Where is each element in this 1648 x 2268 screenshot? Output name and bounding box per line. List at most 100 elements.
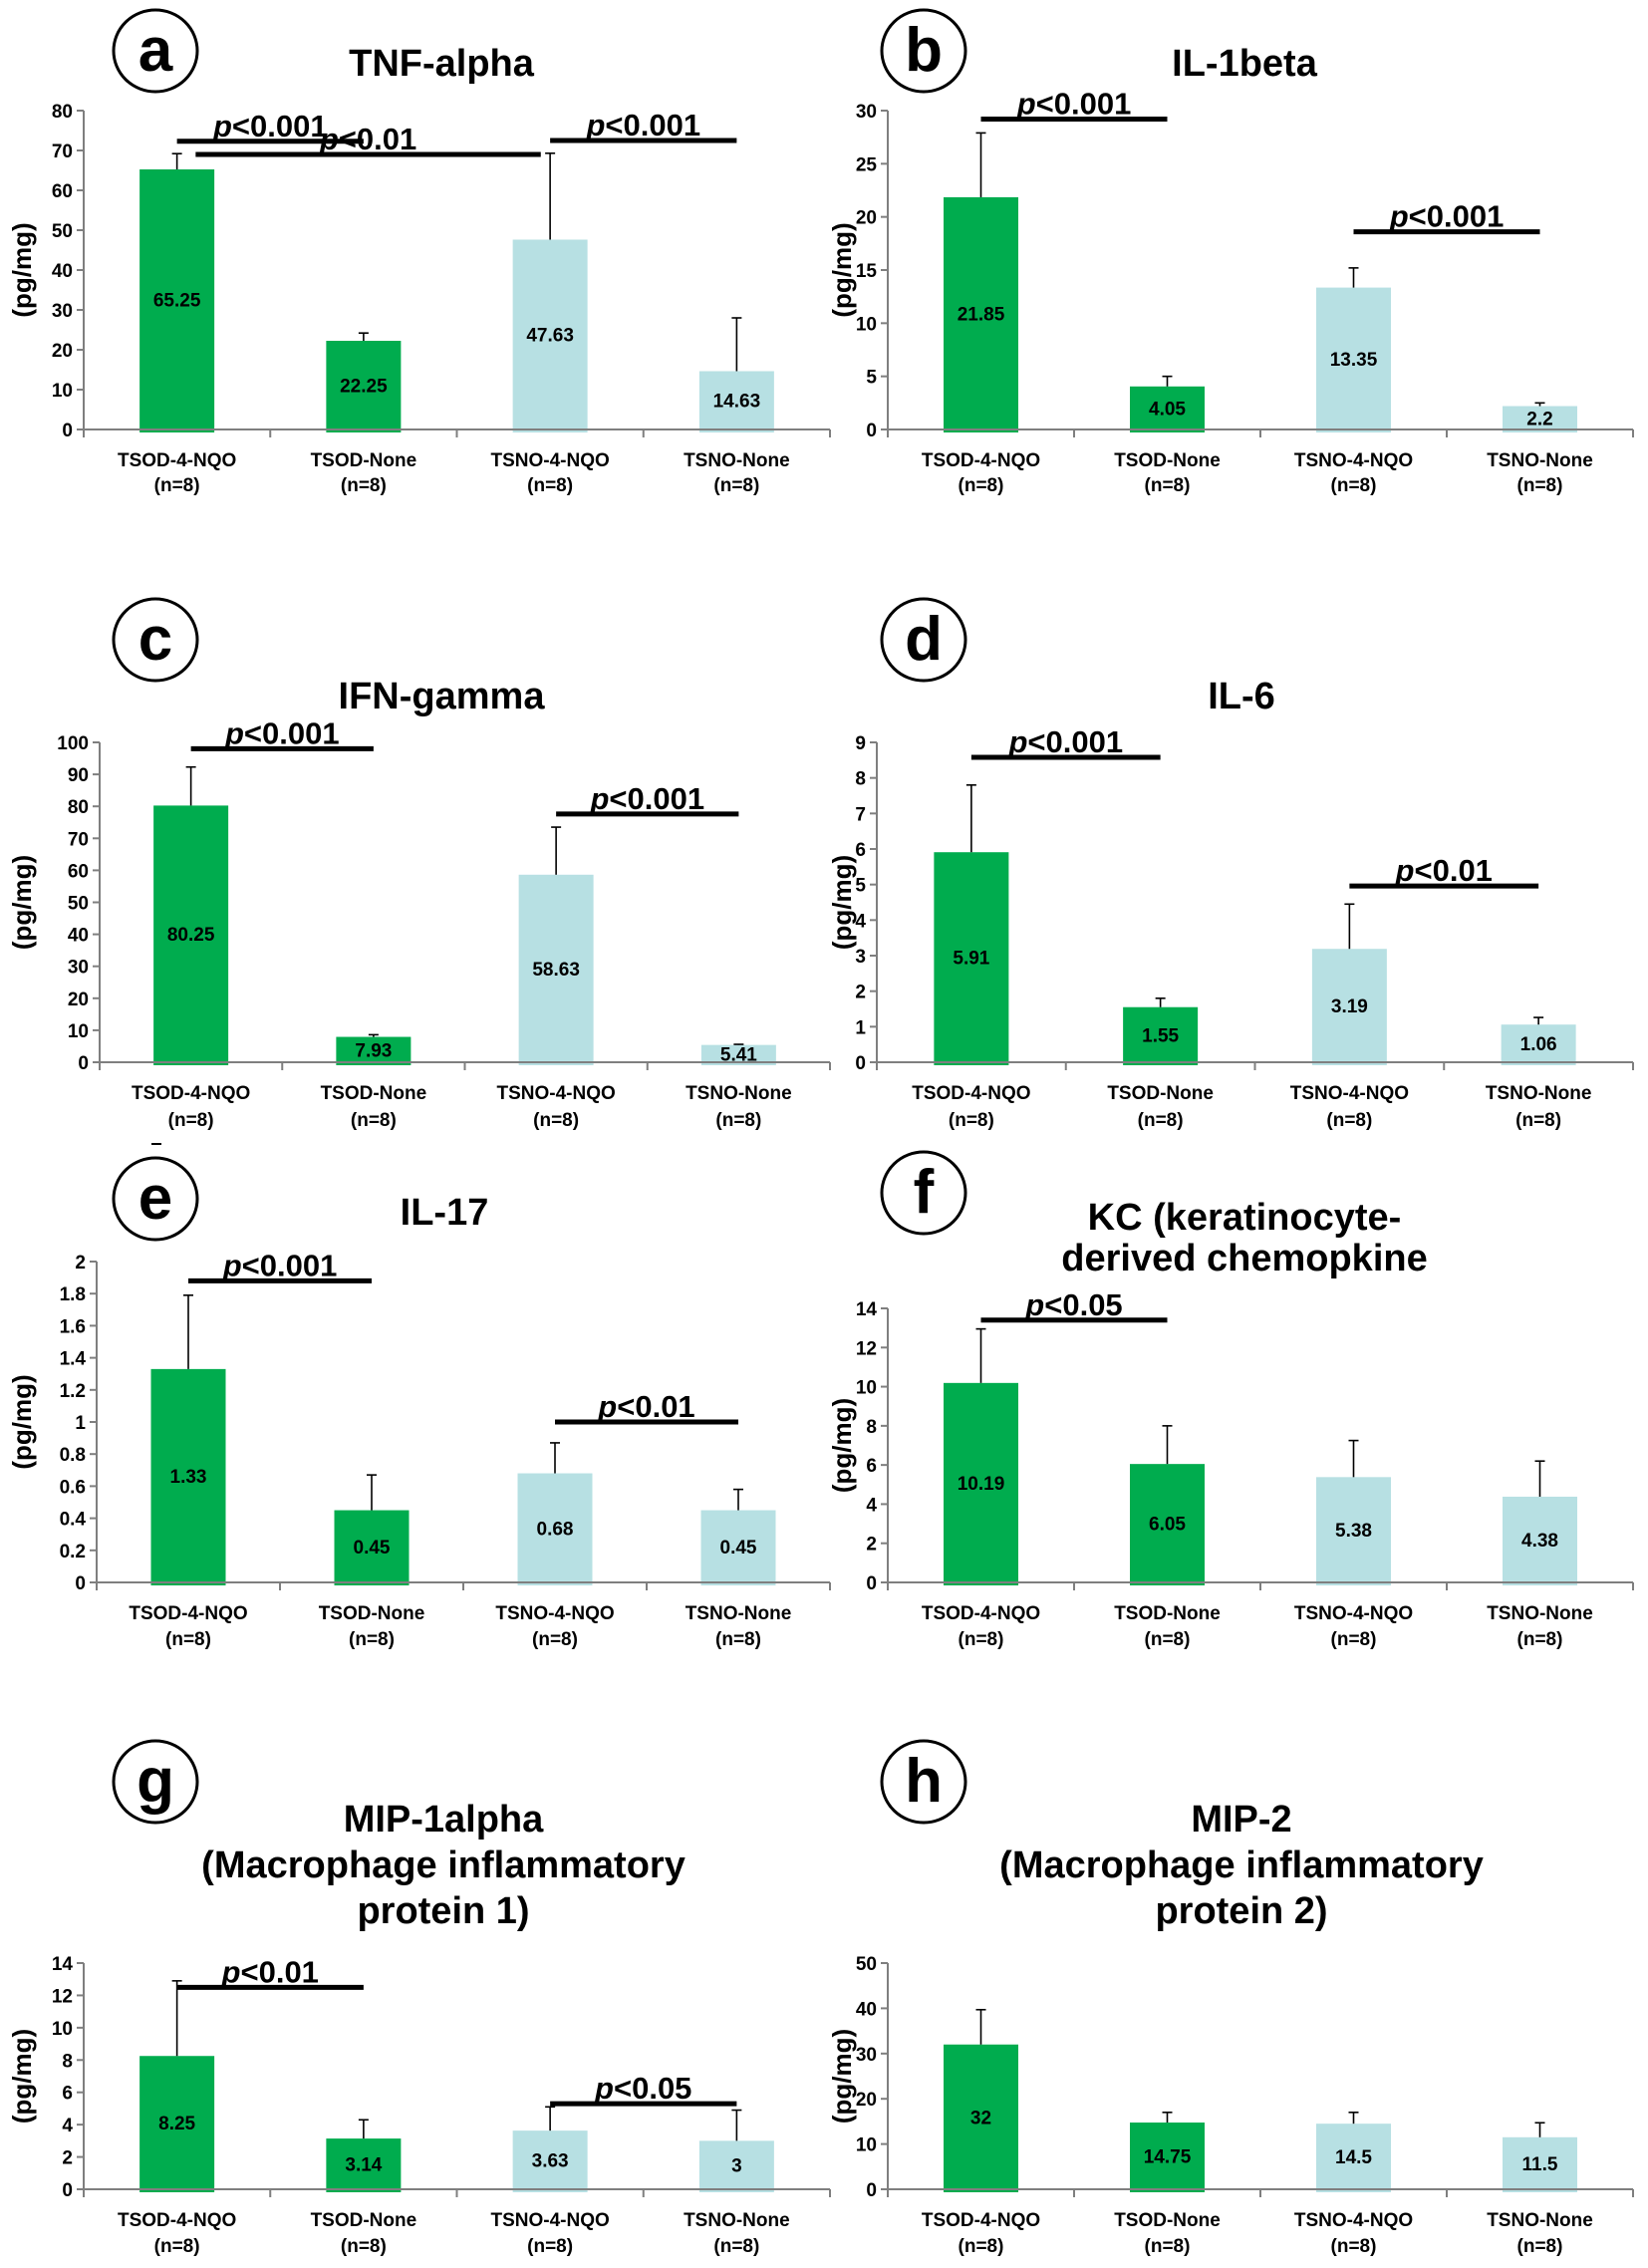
significance-label: p<0.05 (1024, 1287, 1122, 1322)
x-tick-sublabel: (n=8) (1145, 475, 1191, 496)
x-tick-sublabel: (n=8) (1138, 1110, 1184, 1131)
x-tick-label: TSOD-None (321, 1083, 427, 1104)
y-tick-label: 70 (68, 829, 89, 850)
y-axis-label: (pg/mg) (827, 855, 857, 950)
p-symbol: p (1024, 1287, 1044, 1322)
x-tick-label: TSOD-None (1114, 2210, 1221, 2231)
data-label: 80.25 (167, 925, 215, 946)
panel-f: f KC (keratinocyte-derived chemopkine (pg/… (827, 1150, 1634, 1650)
bar-tsno-none (1503, 1496, 1577, 1585)
x-tick-label: TSOD-4-NQO (912, 1083, 1030, 1104)
y-tick-label: 9 (855, 733, 866, 754)
p-symbol: p (585, 108, 605, 142)
y-tick-label: 1 (75, 1413, 86, 1434)
p-symbol: p (1389, 199, 1409, 234)
y-tick-label: 4 (866, 1495, 877, 1516)
y-tick-label: 30 (52, 301, 73, 322)
bar-tsod-4-nqo (944, 1382, 1018, 1585)
x-tick-sublabel: (n=8) (713, 475, 759, 496)
y-tick-label: 0 (866, 2180, 877, 2201)
panel-letter-circle (880, 1739, 967, 1825)
x-tick-label: TSNO-None (684, 450, 790, 471)
y-tick-label: 70 (52, 142, 73, 162)
chart-title: IFN-gamma (339, 676, 546, 717)
bar-tsno-4-nqo (1311, 949, 1387, 1065)
y-tick-label: 10 (856, 2135, 877, 2156)
x-tick-label: TSOD-None (1114, 1603, 1221, 1624)
x-tick-sublabel: (n=8) (341, 2236, 387, 2257)
x-tick-sublabel: (n=8) (533, 1110, 579, 1131)
x-tick-label: TSOD-4-NQO (132, 1083, 250, 1104)
data-label: 65.25 (153, 291, 201, 312)
panel-letter: a (138, 16, 173, 85)
data-label: 3.14 (345, 2155, 382, 2176)
p-value: <0.01 (1414, 853, 1492, 888)
y-tick-label: 20 (856, 208, 877, 229)
significance-label: p<0.001 (1007, 724, 1123, 759)
p-value: <0.01 (617, 1389, 694, 1424)
y-tick-label: 10 (52, 381, 73, 402)
x-tick-sublabel: (n=8) (532, 1629, 578, 1650)
panel-letter-circle (112, 1156, 199, 1242)
significance-label: p<0.001 (585, 108, 700, 142)
y-tick-label: 10 (52, 2019, 73, 2040)
x-tick-sublabel: (n=8) (1145, 1629, 1191, 1650)
data-label: 32 (970, 2108, 991, 2128)
bar-tsno-none (1503, 406, 1577, 432)
y-tick-label: 12 (856, 1338, 877, 1359)
x-tick-label: TSOD-4-NQO (922, 1603, 1040, 1624)
chart-title: protein 2) (1155, 1890, 1327, 1932)
chart-title: MIP-1alpha (344, 1799, 544, 1841)
y-tick-label: 0 (866, 1573, 877, 1594)
bar-tsno-none (1503, 2136, 1577, 2192)
x-tick-label: TSOD-4-NQO (118, 2210, 236, 2231)
y-tick-label: 40 (68, 926, 89, 947)
x-tick-sublabel: (n=8) (351, 1110, 397, 1131)
y-tick-label: 10 (856, 314, 877, 335)
data-label: 3.19 (1331, 996, 1368, 1017)
significance-label: p<0.05 (594, 2071, 691, 2106)
panel-letter: e (138, 1164, 172, 1233)
data-label: 22.25 (340, 377, 388, 398)
x-tick-label: TSNO-4-NQO (1294, 1603, 1413, 1624)
y-tick-label: 8 (855, 769, 866, 790)
y-tick-label: 50 (52, 221, 73, 242)
chart-title: IL-1beta (1172, 43, 1318, 85)
x-tick-label: TSNO-4-NQO (496, 1083, 615, 1104)
p-symbol: p (221, 1954, 241, 1989)
x-tick-sublabel: (n=8) (1331, 475, 1377, 496)
y-tick-label: 80 (52, 102, 73, 123)
chart-title: protein 1) (357, 1890, 529, 1932)
p-symbol: p (222, 1248, 242, 1282)
bar-tsno-4-nqo (512, 239, 588, 432)
y-axis-label: (pg/mg) (7, 222, 37, 317)
p-symbol: p (594, 2071, 614, 2106)
x-tick-sublabel: (n=8) (1326, 1110, 1372, 1131)
panel-c: c IFN-gamma (pg/mg) 0 10 20 30 40 50 60 70 80 90 100 8… (7, 597, 831, 1131)
y-tick-label: 0 (62, 421, 73, 441)
y-tick-label: 8 (866, 1417, 877, 1438)
y-tick-label: 30 (856, 102, 877, 123)
y-tick-label: 10 (68, 1021, 89, 1042)
y-tick-label: 60 (52, 181, 73, 202)
significance-label: p<0.001 (589, 781, 704, 816)
x-tick-label: TSOD-None (1114, 450, 1221, 471)
y-tick-label: 60 (68, 861, 89, 882)
panel-letter-circle (880, 597, 967, 683)
panel-e: e IL-17 (pg/mg) 0 0.2 0.4 0.6 0.8 1 1.2 1.4 1.6 1.8 2… (7, 1156, 831, 1650)
bar-tsod-none (334, 1510, 410, 1585)
p-symbol: p (212, 109, 232, 143)
bar-tsod-4-nqo (944, 2044, 1018, 2192)
y-tick-label: 5 (855, 876, 866, 897)
x-tick-sublabel: (n=8) (154, 475, 200, 496)
y-tick-label: 80 (68, 797, 89, 818)
x-tick-label: TSNO-None (1487, 2210, 1593, 2231)
data-label: 21.85 (958, 304, 1005, 325)
panel-letter-circle (112, 8, 199, 94)
chart-title: IL-17 (401, 1192, 489, 1234)
data-label: 2.2 (1526, 409, 1552, 429)
bar-tsod-4-nqo (139, 2056, 215, 2192)
significance-label: p<0.01 (221, 1954, 319, 1989)
data-label: 3 (731, 2156, 742, 2177)
data-label: 11.5 (1522, 2154, 1558, 2175)
